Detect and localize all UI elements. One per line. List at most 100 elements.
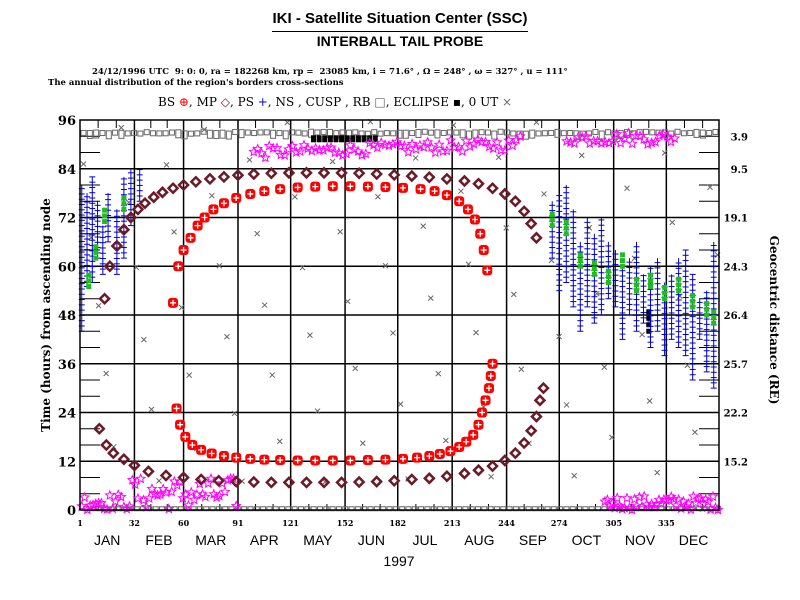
magnetopause-point <box>156 186 169 199</box>
neutral-sheet-series <box>86 195 717 326</box>
zero-ut-point <box>450 122 457 129</box>
y2-tick-label: 19.1 <box>724 214 748 225</box>
bow-shock-cross <box>201 214 208 221</box>
radiation-belt-point <box>712 128 719 135</box>
cusp-point <box>568 137 580 149</box>
magnetopause-point <box>530 410 543 423</box>
neutral-sheet-point <box>591 271 597 277</box>
legend-label: 0 UT <box>468 95 503 109</box>
cusp-point <box>702 495 714 507</box>
zero-ut-point <box>397 401 404 407</box>
magnetopause-point <box>517 436 531 450</box>
legend: BS ⊕, MP ◇, PS +, NS , CUSP , RB □, ECLI… <box>158 95 512 109</box>
bow-shock-cross <box>464 206 471 213</box>
bow-shock-cross <box>475 421 482 428</box>
radiation-belt-point <box>706 129 713 136</box>
magnetopause-point <box>128 459 141 472</box>
neutral-sheet-point <box>549 223 555 229</box>
neutral-sheet-point <box>86 278 92 284</box>
magnetopause-point <box>107 446 120 460</box>
neutral-sheet-point <box>676 282 682 288</box>
neutral-sheet-point <box>662 296 668 302</box>
cusp-point <box>615 137 627 148</box>
legend-separator: , <box>385 95 394 109</box>
orbit-parameters: 24/12/1996 UTC 9: 0: 0, ra = 182268 km, … <box>92 67 568 77</box>
radiation-belt-point <box>358 130 365 137</box>
bow-shock-cross <box>294 184 301 191</box>
x-day-tick-label: 1 <box>77 518 83 528</box>
bow-shock-cross <box>220 452 227 459</box>
neutral-sheet-point <box>690 293 696 298</box>
radiation-belt-point <box>124 130 131 137</box>
magnetopause-point <box>405 169 419 183</box>
radiation-belt-point <box>301 130 308 137</box>
cusp-point <box>126 474 138 485</box>
radiation-belt-point <box>642 128 649 135</box>
bow-shock-cross <box>170 299 177 306</box>
bow-shock-cross <box>233 454 240 461</box>
zero-ut-point <box>646 398 653 404</box>
zero-ut-point <box>246 157 253 163</box>
cusp-point <box>395 140 407 151</box>
cusp-point <box>132 492 144 504</box>
cusp-point <box>188 493 200 505</box>
magnetopause-point <box>131 203 145 216</box>
bow-shock-cross <box>400 184 407 191</box>
cusp-point <box>663 494 675 505</box>
neutral-sheet-point <box>690 304 696 310</box>
bow-shock-symbol-icon: ⊕ <box>178 95 189 109</box>
cusp-point <box>604 499 616 511</box>
cusp-point <box>445 134 457 146</box>
radiation-belt-point <box>86 129 93 139</box>
neutral-sheet-point <box>633 276 639 282</box>
bow-shock-cross <box>261 188 268 195</box>
legend-separator: , <box>345 95 353 109</box>
y-tick-label: 24 <box>58 407 76 422</box>
y-tick-label: 36 <box>58 358 76 373</box>
radiation-belt-point <box>131 130 138 137</box>
magnetopause-point <box>440 470 454 483</box>
magnetopause-point <box>524 217 538 230</box>
bow-shock-cross <box>443 192 450 199</box>
eclipse-point <box>355 135 361 143</box>
magnetopause-point <box>509 446 522 460</box>
radiation-belt-point <box>352 129 359 136</box>
magnetopause-point <box>458 467 471 480</box>
radiation-belt-point <box>491 130 498 140</box>
radiation-belt-point <box>282 130 289 140</box>
magnetopause-point <box>247 167 261 181</box>
radiation-belt-point <box>402 129 409 139</box>
month-label-oct: OCT <box>572 532 602 548</box>
zero-ut-point <box>261 302 268 308</box>
legend-label: MP <box>196 95 221 109</box>
cusp-point <box>95 497 107 508</box>
radiation-belt-point <box>257 129 264 136</box>
cusp-point <box>321 141 333 153</box>
bow-shock-cross <box>329 183 336 190</box>
x-day-tick-label: 121 <box>282 518 299 528</box>
cusp-point <box>611 492 623 503</box>
radiation-belt-point <box>162 130 169 137</box>
eclipse-point <box>327 135 333 143</box>
magnetopause-point <box>509 194 522 208</box>
cusp-point <box>626 137 638 149</box>
zero-ut-point <box>276 438 283 445</box>
magnetopause-point <box>370 475 383 488</box>
radiation-belt-point <box>219 129 226 139</box>
radiation-belt-point <box>295 129 302 136</box>
zero-ut-point <box>571 472 578 479</box>
zero-ut-point <box>624 185 630 192</box>
bow-shock-cross <box>487 372 494 379</box>
magnetopause-point <box>335 166 348 180</box>
cusp-point <box>619 132 631 144</box>
cusp-point <box>638 133 650 145</box>
radiation-belt-point <box>314 129 321 136</box>
cusp-point <box>383 139 395 151</box>
magnetopause-point <box>138 197 152 210</box>
cusp-point <box>499 144 511 156</box>
legend-label: RB <box>352 95 375 109</box>
magnetopause-point <box>110 239 124 253</box>
y-tick-label: 48 <box>58 309 76 324</box>
bow-shock-cross <box>277 457 284 464</box>
cusp-point <box>621 492 633 503</box>
